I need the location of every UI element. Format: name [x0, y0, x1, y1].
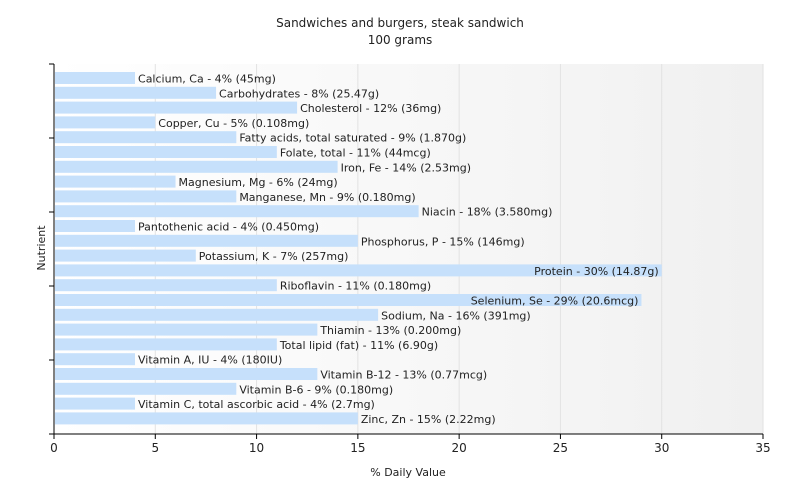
bar-label: Folate, total - 11% (44mcg) — [280, 147, 431, 160]
x-tick-label: 5 — [151, 441, 159, 455]
bar — [55, 205, 419, 218]
bar-label: Potassium, K - 7% (257mg) — [199, 250, 349, 263]
x-tick-label: 0 — [50, 441, 58, 455]
bar-label: Carbohydrates - 8% (25.47g) — [219, 87, 379, 100]
bar-label: Manganese, Mn - 9% (0.180mg) — [239, 191, 415, 204]
bar-label: Pantothenic acid - 4% (0.450mg) — [138, 221, 319, 234]
bar — [55, 160, 338, 173]
bar-label: Cholesterol - 12% (36mg) — [300, 102, 441, 115]
x-tick-label: 15 — [350, 441, 365, 455]
bar — [55, 72, 136, 84]
bar — [55, 382, 237, 395]
bar-label: Sodium, Na - 16% (391mg) — [381, 309, 531, 322]
bar-label: Niacin - 18% (3.580mg) — [422, 206, 553, 219]
bar — [55, 86, 217, 99]
bar — [55, 116, 156, 129]
bar — [55, 264, 662, 277]
bar — [55, 249, 196, 262]
bar — [55, 101, 298, 114]
x-tick-label: 10 — [249, 441, 264, 455]
bar — [55, 279, 277, 292]
bar — [55, 353, 136, 366]
bar — [55, 234, 358, 247]
bar — [55, 338, 277, 351]
bar — [55, 220, 136, 232]
bar-label: Magnesium, Mg - 6% (24mg) — [179, 176, 338, 189]
bar — [55, 190, 237, 203]
axes: 0 5 10 15 20 25 30 35 — [49, 63, 771, 455]
x-tick-label: 20 — [452, 441, 467, 455]
bar — [55, 308, 379, 321]
bar-label: Selenium, Se - 29% (20.6mcg) — [471, 295, 639, 308]
bar-label: Riboflavin - 11% (0.180mg) — [280, 280, 431, 293]
bar-label: Vitamin B-12 - 13% (0.77mcg) — [320, 369, 487, 382]
bars: Calcium, Ca - 4% (45mg)Carbohydrates - 8… — [55, 72, 662, 426]
chart-subtitle: 100 grams — [368, 33, 433, 47]
x-tick-label: 25 — [553, 441, 568, 455]
bar-label: Total lipid (fat) - 11% (6.90g) — [279, 339, 438, 352]
bar-label: Protein - 30% (14.87g) — [534, 265, 659, 278]
bar — [55, 131, 237, 144]
bar — [55, 323, 318, 336]
bar — [55, 368, 318, 380]
bar — [55, 175, 176, 188]
bar-label: Vitamin C, total ascorbic acid - 4% (2.7… — [138, 398, 375, 411]
bar-label: Vitamin B-6 - 9% (0.180mg) — [239, 383, 393, 396]
bar — [55, 146, 277, 158]
bar-label: Fatty acids, total saturated - 9% (1.870… — [239, 132, 466, 145]
chart-title: Sandwiches and burgers, steak sandwich — [276, 16, 524, 30]
bar — [55, 294, 642, 306]
grid-lines — [154, 64, 764, 434]
bar-label: Iron, Fe - 14% (2.53mg) — [341, 161, 471, 174]
x-tick-label: 35 — [755, 441, 770, 455]
bar-label: Thiamin - 13% (0.200mg) — [319, 324, 461, 337]
bar — [55, 412, 358, 425]
bar — [55, 397, 136, 410]
bar-label: Vitamin A, IU - 4% (180IU) — [138, 354, 282, 367]
x-axis-title: % Daily Value — [370, 466, 446, 479]
bar-label: Zinc, Zn - 15% (2.22mg) — [361, 413, 496, 426]
bar-label: Copper, Cu - 5% (0.108mg) — [158, 117, 309, 130]
bar-label: Calcium, Ca - 4% (45mg) — [138, 73, 276, 86]
bar-label: Phosphorus, P - 15% (146mg) — [361, 235, 525, 248]
y-axis-title: Nutrient — [35, 225, 48, 271]
x-tick-label: 30 — [654, 441, 669, 455]
